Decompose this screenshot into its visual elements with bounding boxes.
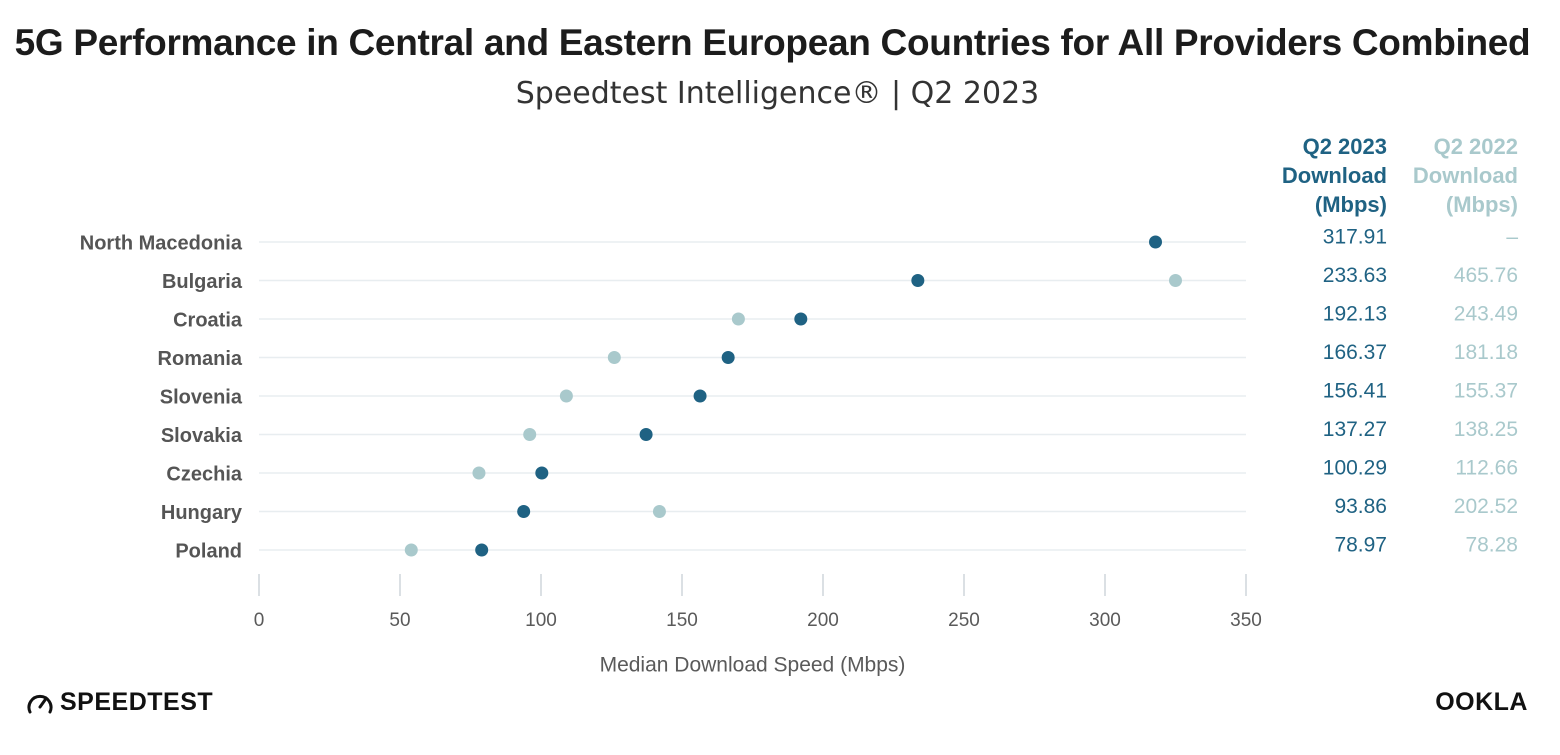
- ookla-logo: OOKLA: [1435, 688, 1528, 716]
- x-tick-label: 50: [389, 610, 410, 631]
- point-q2-2023: [1149, 235, 1163, 249]
- value-label: 78.28: [1465, 534, 1518, 557]
- value-label: 166.37: [1323, 341, 1387, 364]
- x-tick-label: 250: [948, 610, 980, 631]
- category-label: Hungary: [161, 502, 243, 524]
- category-label: North Macedonia: [80, 232, 243, 254]
- value-label: 112.66: [1455, 457, 1518, 480]
- point-q2-2022: [472, 466, 486, 480]
- value-label: 181.18: [1454, 341, 1518, 364]
- value-columns: Q2 2023 Download (Mbps) 317.91 233.63 192.13 1…: [1282, 134, 1518, 557]
- category-label: Slovakia: [161, 425, 243, 447]
- point-q2-2023: [639, 428, 653, 441]
- value-label: 192.13: [1323, 303, 1387, 326]
- point-q2-2023: [475, 543, 489, 557]
- point-q2-2023: [721, 351, 735, 364]
- point-q2-2023: [535, 466, 549, 480]
- x-tick-label: 350: [1230, 610, 1262, 631]
- column-header: Download: [1413, 163, 1518, 188]
- category-label: Croatia: [173, 309, 243, 331]
- value-label: 233.63: [1323, 264, 1387, 287]
- value-label: 93.86: [1334, 495, 1387, 518]
- value-label: 317.91: [1323, 226, 1387, 249]
- x-tick-label: 300: [1089, 610, 1121, 631]
- x-axis-label: Median Download Speed (Mbps): [600, 654, 906, 677]
- value-label: 138.25: [1454, 418, 1518, 441]
- value-label: 155.37: [1454, 380, 1518, 403]
- point-q2-2022: [1169, 274, 1182, 287]
- column-header: Download: [1282, 163, 1387, 188]
- column-header: Q2 2023: [1303, 134, 1387, 159]
- point-q2-2023: [794, 312, 808, 326]
- category-label: Czechia: [166, 463, 242, 485]
- x-tick-label: 0: [254, 610, 265, 631]
- value-label: –: [1506, 226, 1518, 249]
- point-q2-2022: [523, 428, 537, 441]
- value-label: 243.49: [1454, 303, 1518, 326]
- grid-layer: [259, 241, 1246, 551]
- value-label: 465.76: [1454, 264, 1518, 287]
- category-labels: North Macedonia Bulgaria Croatia Romania Slo…: [80, 232, 243, 562]
- value-label: 78.97: [1334, 534, 1387, 557]
- data-points: [404, 235, 1182, 557]
- speedometer-icon: [27, 694, 53, 713]
- category-label: Poland: [175, 540, 242, 562]
- category-label: Bulgaria: [162, 271, 243, 293]
- x-axis: 0 50 100 150 200 250 300 350 Median Download Spe…: [254, 574, 1262, 677]
- point-q2-2022: [404, 543, 418, 557]
- x-tick-label: 200: [807, 610, 839, 631]
- value-label: 202.52: [1454, 495, 1518, 518]
- point-q2-2022: [559, 389, 573, 403]
- point-q2-2023: [517, 505, 531, 518]
- speedtest-wordmark: SPEEDTEST: [60, 688, 214, 716]
- speedtest-logo: SPEEDTEST: [26, 688, 213, 717]
- chart-title: 5G Performance in Central and Eastern Eu…: [14, 22, 1531, 63]
- column-header: Q2 2022: [1434, 134, 1518, 159]
- category-label: Romania: [158, 348, 243, 370]
- value-label: 100.29: [1323, 457, 1387, 480]
- point-q2-2022: [731, 312, 745, 326]
- x-tick-label: 100: [525, 610, 557, 631]
- category-label: Slovenia: [160, 386, 243, 408]
- point-q2-2023: [693, 389, 707, 403]
- point-q2-2023: [911, 274, 925, 287]
- point-q2-2022: [652, 505, 666, 518]
- value-label: 156.41: [1323, 380, 1387, 403]
- x-tick-label: 150: [666, 610, 698, 631]
- column-header: (Mbps): [1315, 192, 1387, 217]
- column-header: (Mbps): [1446, 192, 1518, 217]
- value-label: 137.27: [1323, 418, 1387, 441]
- point-q2-2022: [607, 351, 621, 364]
- chart-subtitle: Speedtest Intelligence® | Q2 2023: [515, 76, 1040, 111]
